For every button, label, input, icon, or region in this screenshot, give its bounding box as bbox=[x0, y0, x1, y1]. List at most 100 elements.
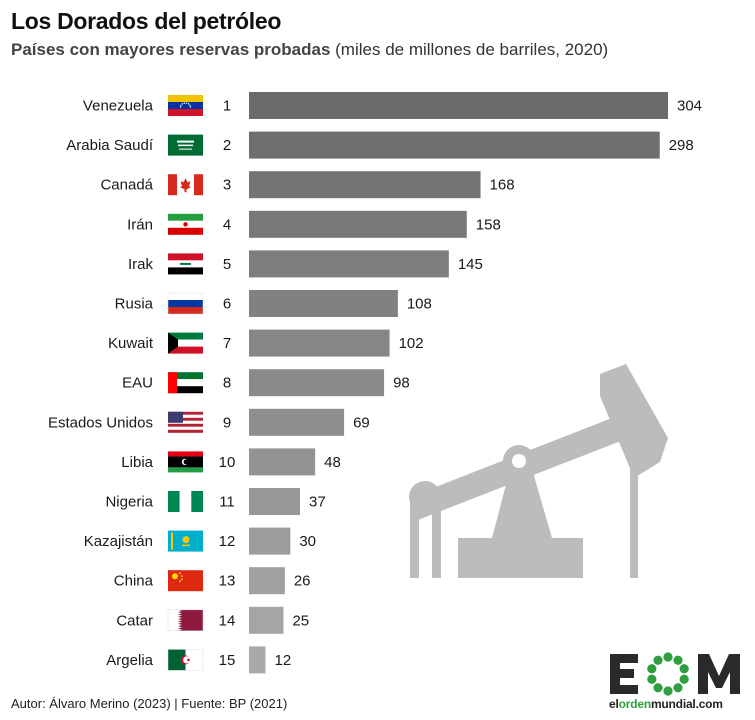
bar-row: Estados Unidos 9 69 bbox=[48, 408, 370, 436]
rank-label: 5 bbox=[223, 256, 231, 273]
value-label: 26 bbox=[294, 573, 311, 590]
category-label: Libia bbox=[121, 454, 153, 471]
bar bbox=[249, 448, 316, 476]
rank-label: 15 bbox=[219, 652, 236, 669]
rank-label: 7 bbox=[223, 335, 231, 352]
value-label: 12 bbox=[275, 652, 292, 669]
bar-row: Catar 14 25 bbox=[116, 606, 309, 634]
category-label: Nigeria bbox=[105, 494, 153, 511]
category-label: Kuwait bbox=[108, 335, 154, 352]
bar bbox=[249, 92, 668, 119]
rank-label: 9 bbox=[223, 414, 231, 431]
rank-label: 11 bbox=[219, 494, 235, 511]
category-label: Estados Unidos bbox=[48, 414, 153, 431]
bar-row: Venezuela 1 304 bbox=[83, 92, 702, 119]
bar bbox=[249, 369, 385, 397]
category-label: Rusia bbox=[115, 296, 154, 313]
value-label: 158 bbox=[476, 216, 501, 233]
rank-label: 3 bbox=[223, 177, 231, 194]
value-label: 168 bbox=[490, 177, 515, 194]
bar bbox=[249, 646, 266, 674]
bar-row: Irak 5 145 bbox=[128, 250, 483, 278]
value-label: 48 bbox=[324, 454, 341, 471]
bar bbox=[249, 329, 390, 357]
chart-title: Los Dorados del petróleo bbox=[11, 8, 282, 34]
saudi-arabia-flag-icon bbox=[168, 134, 203, 156]
category-label: Irak bbox=[128, 256, 154, 273]
category-label: China bbox=[114, 573, 154, 590]
russia-flag-icon bbox=[167, 292, 204, 315]
category-label: Arabia Saudí bbox=[66, 137, 154, 154]
rank-label: 14 bbox=[219, 612, 236, 629]
rank-label: 13 bbox=[219, 573, 236, 590]
category-label: Irán bbox=[127, 216, 153, 233]
eom-logo bbox=[610, 652, 740, 696]
china-flag-icon bbox=[168, 570, 203, 592]
bar-row: EAU 8 98 bbox=[122, 369, 410, 397]
rank-label: 10 bbox=[219, 454, 236, 471]
bar bbox=[249, 527, 291, 555]
kazakhstan-flag-icon bbox=[168, 530, 203, 552]
bar bbox=[249, 171, 481, 199]
bar-row: Canadá 3 168 bbox=[100, 171, 515, 199]
source-footer: Autor: Álvaro Merino (2023) | Fuente: BP… bbox=[11, 696, 288, 711]
logo-wordmark: elordenmundial.com bbox=[609, 697, 723, 711]
rank-label: 2 bbox=[223, 137, 231, 154]
category-label: EAU bbox=[122, 375, 153, 392]
rank-label: 6 bbox=[223, 296, 231, 313]
value-label: 102 bbox=[399, 335, 424, 352]
subtitle-units: (miles de millones de barriles, 2020) bbox=[335, 40, 609, 59]
chart-subtitle: Países con mayores reservas probadas (mi… bbox=[11, 40, 608, 60]
category-label: Argelia bbox=[106, 652, 153, 669]
category-label: Catar bbox=[116, 612, 153, 629]
kuwait-flag-icon bbox=[168, 332, 203, 354]
bar bbox=[249, 408, 345, 436]
iran-flag-icon bbox=[168, 213, 203, 235]
venezuela-flag-icon bbox=[168, 95, 203, 116]
bar bbox=[249, 131, 660, 159]
value-label: 98 bbox=[393, 375, 410, 392]
canada-flag-icon bbox=[168, 174, 203, 196]
bar-row: China 13 26 bbox=[114, 567, 311, 595]
rank-label: 12 bbox=[219, 533, 236, 550]
libya-flag-icon bbox=[168, 451, 203, 473]
bar-row: Irán 4 158 bbox=[127, 210, 501, 238]
uae-flag-icon bbox=[168, 372, 203, 394]
bar-row: Rusia 6 108 bbox=[115, 290, 432, 317]
value-label: 145 bbox=[458, 256, 483, 273]
value-label: 304 bbox=[677, 98, 702, 115]
usa-flag-icon bbox=[168, 411, 203, 433]
bar-row: Kuwait 7 102 bbox=[108, 329, 424, 357]
bar-row: Libia 10 48 bbox=[121, 448, 341, 476]
nigeria-flag-icon bbox=[168, 491, 203, 512]
bar-row: Nigeria 11 37 bbox=[105, 488, 326, 515]
category-label: Kazajistán bbox=[84, 533, 153, 550]
bar bbox=[249, 210, 467, 238]
bar-row: Argelia 15 12 bbox=[106, 646, 292, 674]
rank-label: 8 bbox=[223, 375, 231, 392]
algeria-flag-icon bbox=[167, 649, 204, 671]
value-label: 30 bbox=[299, 533, 316, 550]
rank-label: 1 bbox=[223, 98, 231, 115]
bar bbox=[249, 567, 285, 595]
value-label: 25 bbox=[292, 612, 309, 629]
value-label: 37 bbox=[309, 494, 326, 511]
bar bbox=[249, 250, 449, 278]
bar bbox=[249, 488, 300, 515]
value-label: 298 bbox=[669, 137, 694, 154]
bar-row: Kazajistán 12 30 bbox=[84, 527, 316, 555]
value-label: 108 bbox=[407, 296, 432, 313]
subtitle-main: Países con mayores reservas probadas bbox=[11, 40, 331, 59]
oil-pump-icon bbox=[409, 364, 668, 578]
category-label: Canadá bbox=[100, 177, 153, 194]
value-label: 69 bbox=[353, 414, 370, 431]
rank-label: 4 bbox=[223, 216, 231, 233]
bar bbox=[249, 606, 284, 634]
category-label: Venezuela bbox=[83, 98, 154, 115]
bar-row: Arabia Saudí 2 298 bbox=[66, 131, 694, 159]
iraq-flag-icon bbox=[168, 253, 203, 275]
qatar-flag-icon bbox=[167, 609, 204, 632]
bar bbox=[249, 290, 398, 317]
